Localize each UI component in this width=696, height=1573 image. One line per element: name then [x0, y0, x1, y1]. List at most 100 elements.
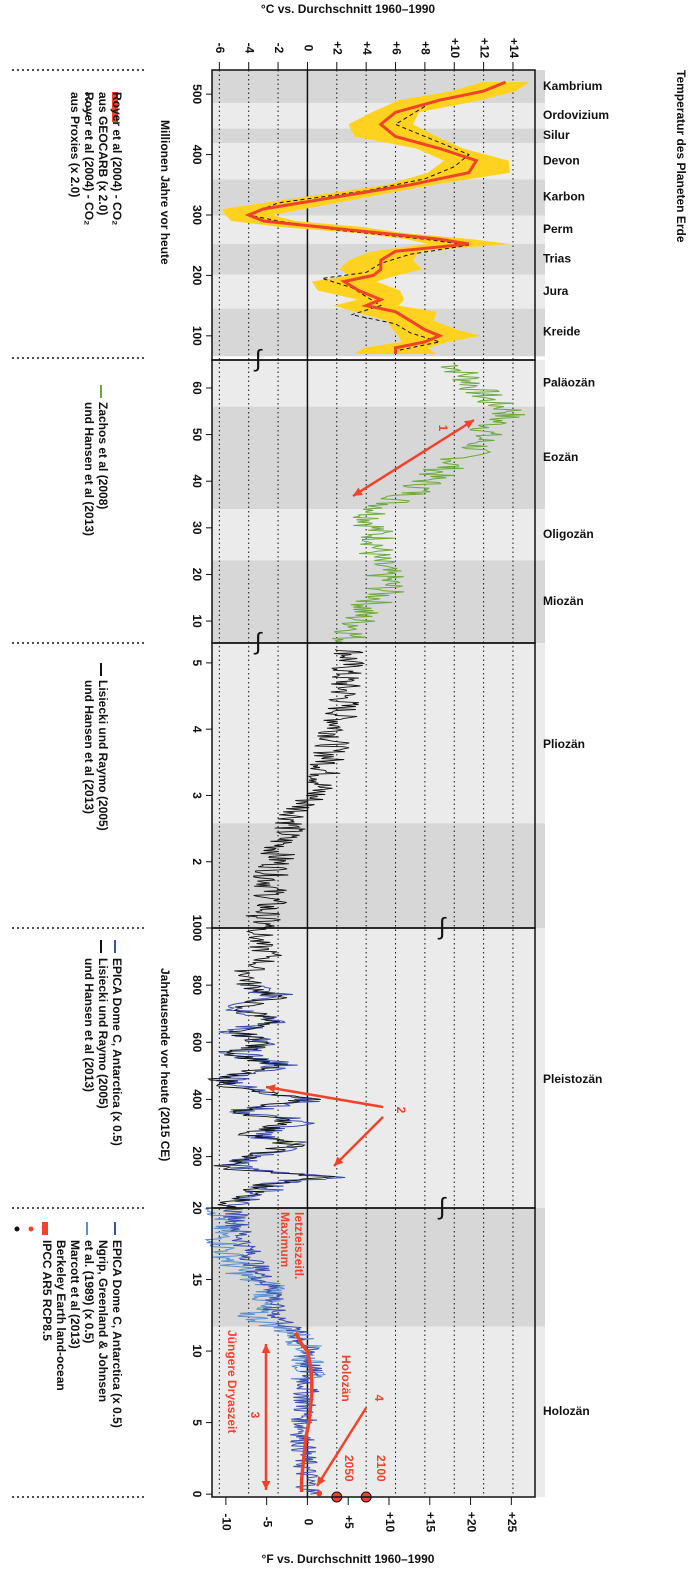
annotation-2050: 2050	[342, 1455, 356, 1482]
time-axis-tick-label: 200	[190, 1147, 204, 1167]
axis-break-symbol: ∫	[253, 628, 263, 655]
bottom-axis-tick-label: +20	[464, 1512, 478, 1533]
legend-line: et al. (1989) (x 0.5)	[82, 1240, 96, 1344]
axis-break-symbol: ∫	[253, 345, 263, 372]
time-axis-tick-label: 10	[190, 1344, 204, 1358]
time-axis-tick-label: 10	[190, 614, 204, 628]
legend-line: und Hansen et al (2013)	[82, 402, 96, 537]
epoch-label-Devon: Devon	[543, 153, 580, 167]
legend-line: Lisiecki und Raymo (2005)	[96, 958, 110, 1109]
epoch-label-Oligozän: Oligozän	[543, 527, 594, 541]
time-axis-tick-label: 0	[190, 1491, 204, 1498]
time-axis-tick-label: 15	[190, 1273, 204, 1287]
legend-line: und Hansen et al (2013)	[82, 958, 96, 1093]
legend-line: aus GEOCARB (x 2.0)	[96, 92, 110, 216]
annotation-1: 1	[436, 425, 450, 432]
time-axis-tick-label: 5	[190, 1419, 204, 1426]
bottom-axis-tick-label: +5	[342, 1515, 356, 1529]
time-axis-tick-label: 500	[190, 84, 204, 104]
top-axis-tick-label: -2	[272, 43, 286, 54]
legend-swatch-berkeley	[28, 1226, 34, 1232]
epoch-label-Pleistozän: Pleistozän	[543, 1072, 602, 1086]
chart-title: Temperatur des Planeten Erde	[674, 70, 688, 243]
bottom-axis-title: °F vs. Durchschnitt 1960–1990	[261, 1552, 435, 1566]
arrow-1	[352, 418, 475, 498]
annotation-lgm-line1: letzteiszeitl.	[292, 1212, 306, 1279]
legend-line: Royer et al (2004) - CO₂	[82, 92, 96, 226]
axis-break-symbol: ∫	[437, 913, 447, 940]
time-axis-tick-label: 20	[190, 568, 204, 582]
time-axis-tick-label: 3	[190, 792, 204, 799]
royer-geocarb-line	[244, 80, 507, 354]
annotation-4: 4	[372, 1395, 386, 1402]
time-axis-tick-label: 30	[190, 521, 204, 535]
legend-line: Ngrip, Greenland & Johnsen	[96, 1240, 110, 1403]
top-axis-tick-label: 0	[301, 45, 315, 52]
vertical-gridlines	[218, 70, 514, 1497]
arrow-3-tail	[261, 1344, 271, 1354]
epoch-label-Eozän: Eozän	[543, 450, 578, 464]
legend-panel2: Zachos et al (2008) und Hansen et al (20…	[82, 402, 110, 536]
time-axis-tick-label: 20	[190, 1201, 204, 1215]
lisiecki-pliocene-line	[245, 649, 366, 929]
arrow-3-head	[261, 1480, 271, 1490]
marcott-line	[294, 1331, 314, 1492]
top-axis-tick-label: +10	[448, 38, 462, 59]
time-axis-tick-label: 300	[190, 205, 204, 225]
legend-swatch-ipcc	[14, 1226, 20, 1232]
epoch-label-Jura: Jura	[543, 284, 569, 298]
legend-panel5: EPICA Dome C, Antarctica (x 0.5) Ngrip, …	[40, 1240, 124, 1428]
bottom-axis-tick-label: 0	[301, 1519, 315, 1526]
top-axis-tick-label: -4	[243, 43, 257, 54]
top-axis-tick-label: +12	[477, 38, 491, 59]
time-axis-tick-label: 60	[190, 381, 204, 395]
time-axis-label-myr: Millionen Jahre vor heute	[158, 120, 172, 265]
epoch-label-Perm: Perm	[543, 222, 573, 236]
epoch-label-Miozän: Miozän	[543, 594, 584, 608]
epoch-label-Pliozän: Pliozän	[543, 737, 585, 751]
top-axis-tick-label: +6	[389, 41, 403, 55]
data-series	[204, 80, 530, 1503]
annotation-lgm-line2: Maximum	[278, 1212, 292, 1267]
annotation-younger-dryas: Jüngere Dryaszeit	[225, 1330, 239, 1433]
epoch-band-Pliozän	[212, 643, 545, 824]
bottom-axis-tick-label: -10	[220, 1513, 234, 1531]
epoch-band-Oligozän	[212, 509, 545, 561]
time-axis-tick-label: 4	[190, 726, 204, 733]
zachos-line	[332, 364, 526, 644]
time-axis-tick-label: 2	[190, 858, 204, 865]
legend-panel4: EPICA Dome C, Antarctica (x 0.5) Lisieck…	[82, 958, 124, 1146]
time-axis-tick-label: 50	[190, 428, 204, 442]
legend-line: und Hansen et al (2013)	[82, 680, 96, 815]
top-axis-tick-label: +8	[419, 41, 433, 55]
epoch-label-Karbon: Karbon	[543, 190, 585, 204]
epica-holocene-line	[223, 1207, 323, 1495]
epoch-label-Ordovizium: Ordovizium	[543, 108, 609, 122]
legend-line: Royer et al (2004) - CO₂	[110, 92, 124, 226]
top-axis-tick-label: +2	[331, 41, 345, 55]
legend-line: EPICA Dome C, Antarctica (x 0.5)	[110, 1240, 124, 1428]
annotation-holozaen: Holozän	[339, 1355, 353, 1402]
time-axis-tick-label: 1000	[190, 915, 204, 942]
time-axis-tick-label: 200	[190, 265, 204, 285]
epoch-label-Trias: Trias	[543, 252, 571, 266]
annotation-3: 3	[248, 1412, 262, 1419]
arrow-4	[315, 1407, 368, 1487]
time-axis-tick-label: 40	[190, 475, 204, 489]
lisiecki-pleistocene-line	[207, 927, 335, 1209]
epoch-labels: Kambrium Ordovizium Silur Devon Karbon Perm Tr…	[543, 79, 609, 1418]
epoch-band-Holozän	[212, 1326, 545, 1497]
epoch-band-Eozän	[212, 406, 545, 510]
top-axis-tick-label: +4	[360, 41, 374, 55]
legend-line: Zachos et al (2008)	[96, 402, 110, 510]
arrow-2a	[265, 1085, 384, 1109]
annotation-2: 2	[394, 1107, 408, 1114]
epoch-label-Paläozän: Paläozän	[543, 375, 595, 389]
arrow-1-head	[353, 487, 363, 496]
legend-line: aus Proxies (x 2.0)	[68, 92, 82, 198]
top-axis-tick-label: -6	[213, 43, 227, 54]
legend-line: Berkeley Earth land-ocean	[54, 1240, 68, 1391]
legend-panel1: Royer et al (2004) - CO₂ aus GEOCARB (x …	[68, 92, 124, 225]
time-axis-tick-label: 400	[190, 145, 204, 165]
